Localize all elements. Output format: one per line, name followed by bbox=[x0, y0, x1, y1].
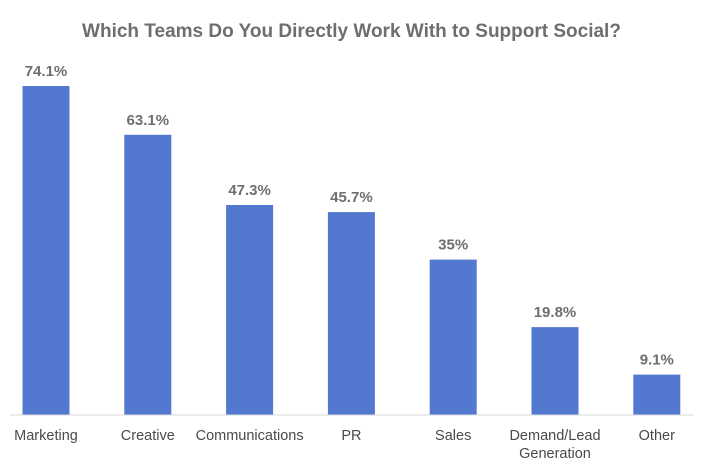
value-label-marketing: 74.1% bbox=[25, 63, 68, 80]
category-label-sales: Sales bbox=[435, 428, 471, 444]
category-label-pr: PR bbox=[341, 428, 361, 444]
category-label-communications: Communications bbox=[196, 428, 304, 444]
category-label-creative: Creative bbox=[121, 428, 175, 444]
bar-sales bbox=[429, 259, 477, 415]
category-label-other: Other bbox=[639, 428, 675, 444]
chart-title: Which Teams Do You Directly Work With to… bbox=[82, 21, 621, 42]
value-label-demand-lead-generation: 19.8% bbox=[534, 304, 577, 321]
category-labels-group: Marketing Creative Communications PR Sales De… bbox=[14, 428, 675, 462]
bar-marketing bbox=[22, 86, 70, 415]
bar-creative bbox=[124, 134, 172, 416]
bar-communications bbox=[226, 205, 274, 415]
bar-pr bbox=[327, 212, 375, 415]
bars-group bbox=[22, 86, 681, 416]
value-label-communications: 47.3% bbox=[228, 182, 271, 199]
value-label-pr: 45.7% bbox=[330, 189, 373, 206]
bar-demand-lead-generation bbox=[531, 327, 579, 415]
bar-other bbox=[633, 374, 681, 415]
value-label-creative: 63.1% bbox=[127, 112, 170, 129]
category-label-marketing: Marketing bbox=[14, 428, 78, 444]
value-labels-group: 74.1% 63.1% 47.3% 45.7% 35% 19.8% 9.1% bbox=[25, 63, 674, 369]
category-label-demand-lead-generation-line-1: Demand/Lead bbox=[509, 428, 600, 444]
value-label-sales: 35% bbox=[438, 237, 468, 254]
value-label-other: 9.1% bbox=[640, 352, 674, 369]
category-label-demand-lead-generation-line-2: Generation bbox=[519, 446, 591, 462]
